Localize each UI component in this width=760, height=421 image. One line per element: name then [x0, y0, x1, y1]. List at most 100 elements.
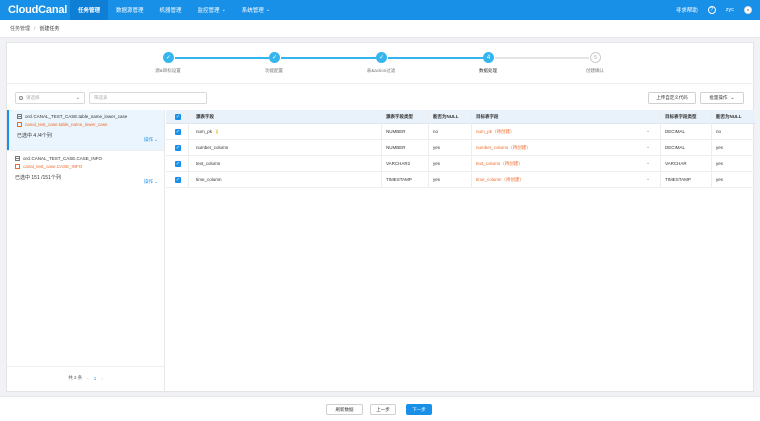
source-field: text_column — [196, 161, 221, 166]
table-icon — [17, 114, 22, 119]
nav-monitor-management[interactable]: 监控管理 ⌄ — [190, 0, 234, 20]
source-type: VARCHAR2 — [386, 161, 411, 166]
nav-datasource-management[interactable]: 数据源管理 — [108, 0, 152, 20]
header-target-type: 目标表字段类型 — [665, 114, 697, 119]
footer-actions: 刷新数据 上一步 下一步 — [0, 396, 760, 421]
source-field: time_column — [196, 177, 222, 182]
source-table-name: orcl.CANAL_TEST_CASE.CASE_INFO — [23, 156, 103, 161]
source-table: orcl.CANAL_TEST_CASE.table_name_lower_ca… — [17, 114, 156, 119]
table-row: ✓ time_column TIMESTAMP yes time_column（… — [166, 172, 755, 188]
chevron-down-icon: ⌄ — [154, 179, 158, 184]
main-nav: 任务管理 数据源管理 机器管理 监控管理 ⌄ 系统管理 ⌄ — [70, 0, 278, 20]
target-nullable: no — [716, 129, 722, 134]
target-table-name: canal_test_case.table_name_lower_case — [25, 122, 108, 127]
header-right: 寻求帮助 ? zyc — [676, 0, 752, 20]
target-field-select[interactable]: text_column（待创建） — [476, 161, 523, 166]
column-mapping-table: ✓ 源表字段 源表字段类型 能否为NULL 目标表字段 目标表字段类型 能否为N… — [166, 110, 755, 393]
table-list-item[interactable]: orcl.CANAL_TEST_CASE.CASE_INFO canal_tes… — [7, 152, 164, 192]
username[interactable]: zyc — [725, 7, 734, 13]
row-checkbox[interactable]: ✓ — [175, 145, 181, 151]
nav-task-management[interactable]: 任务管理 — [70, 0, 109, 20]
key-icon: ⚷ — [215, 129, 219, 135]
target-type: DECIMAL — [665, 145, 686, 150]
refresh-data-button[interactable]: 刷新数据 — [326, 404, 363, 415]
upload-custom-code-button[interactable]: 上传自定义代码 — [648, 92, 696, 104]
operation-menu[interactable]: 操作 ⌄ — [144, 137, 158, 143]
header-target-nullable: 能否为NULL — [716, 114, 742, 119]
target-field-select[interactable]: number_column（待创建） — [476, 145, 531, 150]
toolbar: 请选择 ⌄ 筛选表 上传自定义代码 批量操作 ⌄ — [7, 90, 755, 106]
source-nullable: yes — [433, 145, 441, 150]
select-all-checkbox[interactable]: ✓ — [175, 114, 181, 120]
button-label: 上一步 — [376, 406, 390, 412]
table-row: ✓ num_pk ⚷ NUMBER no num_pk（待创建） ⌄ DECIMA… — [166, 124, 755, 140]
source-type: NUMBER — [386, 129, 406, 134]
breadcrumb-current: 创建任务 — [39, 26, 60, 32]
column-divider — [381, 110, 382, 188]
table-list: orcl.CANAL_TEST_CASE.table_name_lower_ca… — [7, 110, 165, 393]
row-checkbox[interactable]: ✓ — [175, 177, 181, 183]
nav-label: 机器管理 — [159, 8, 182, 14]
top-navbar: CloudCanal 任务管理 数据源管理 机器管理 监控管理 ⌄ 系统管理 ⌄ 寻… — [0, 0, 760, 20]
step-connector — [388, 57, 483, 59]
target-nullable: yes — [716, 161, 724, 166]
button-label: 上传自定义代码 — [656, 95, 688, 100]
divider — [7, 366, 164, 367]
select-placeholder: 请选择 — [26, 95, 40, 100]
column-divider — [471, 110, 472, 188]
nav-machine-management[interactable]: 机器管理 — [152, 0, 190, 20]
prev-step-button[interactable]: 上一步 — [370, 404, 396, 415]
db-select[interactable]: 请选择 ⌄ — [15, 92, 85, 104]
steps: ✓ ✓ ✓ 4 5 源&目标设置 功能配置 表&action过滤 数据处理 创建… — [7, 43, 755, 83]
step-current-number: 4 — [483, 52, 494, 63]
chevron-down-icon[interactable]: ⌄ — [646, 160, 651, 166]
source-nullable: yes — [433, 177, 441, 182]
selected-count: 已选中 4 /4个列 — [17, 133, 52, 139]
chevron-down-icon: ⌄ — [154, 137, 158, 142]
column-divider — [428, 110, 429, 188]
row-checkbox[interactable]: ✓ — [175, 161, 181, 167]
chevron-down-icon[interactable]: ⌄ — [646, 128, 651, 134]
button-label: 批量操作 — [709, 95, 728, 100]
divider — [7, 83, 755, 84]
chevron-down-icon[interactable]: ⌄ — [646, 176, 651, 182]
column-divider — [660, 110, 661, 188]
source-nullable: no — [433, 129, 439, 134]
target-field-select[interactable]: time_column（待创建） — [476, 177, 525, 182]
target-type: DECIMAL — [665, 129, 686, 134]
row-checkbox[interactable]: ✓ — [175, 129, 181, 135]
page-number[interactable]: 1 — [93, 375, 97, 381]
step-connector — [495, 57, 589, 59]
prev-page-icon[interactable]: ‹ — [87, 375, 89, 381]
step-label: 源&目标设置 — [155, 68, 181, 73]
button-label: 下一步 — [412, 406, 426, 412]
batch-operation-button[interactable]: 批量操作 ⌄ — [700, 92, 744, 104]
table-list-item[interactable]: orcl.CANAL_TEST_CASE.table_name_lower_ca… — [7, 110, 164, 150]
next-step-button[interactable]: 下一步 — [406, 404, 432, 415]
source-field: number_column — [196, 145, 229, 150]
target-table: canal_test_case.table_name_lower_case — [17, 122, 156, 127]
chevron-down-icon: ⌄ — [265, 7, 270, 13]
nav-system-management[interactable]: 系统管理 ⌄ — [234, 0, 278, 20]
button-label: 刷新数据 — [335, 406, 354, 412]
table-icon — [15, 156, 20, 161]
header-source-type: 源表字段类型 — [386, 114, 413, 119]
breadcrumb-separator: / — [34, 25, 36, 32]
step-pending-number: 5 — [590, 52, 601, 63]
question-icon[interactable]: ? — [707, 6, 716, 14]
target-nullable: yes — [716, 177, 724, 182]
next-page-icon[interactable]: › — [101, 375, 103, 381]
table-filter-input[interactable]: 筛选表 — [89, 92, 207, 104]
target-field-select[interactable]: num_pk（待创建） — [476, 129, 515, 134]
help-link[interactable]: 寻求帮助 — [675, 8, 698, 14]
avatar[interactable] — [744, 6, 752, 14]
chevron-down-icon[interactable]: ⌄ — [646, 144, 651, 150]
breadcrumb-root[interactable]: 任务管理 — [10, 26, 31, 32]
nav-label: 系统管理 — [241, 8, 264, 14]
new-table-icon — [15, 164, 20, 169]
filter-placeholder: 筛选表 — [94, 95, 108, 100]
step-label: 表&action过滤 — [366, 68, 396, 73]
step-done-icon: ✓ — [269, 52, 280, 63]
pagination: 共 2 条 ‹ 1 › — [7, 368, 164, 388]
operation-menu[interactable]: 操作 ⌄ — [144, 179, 158, 185]
